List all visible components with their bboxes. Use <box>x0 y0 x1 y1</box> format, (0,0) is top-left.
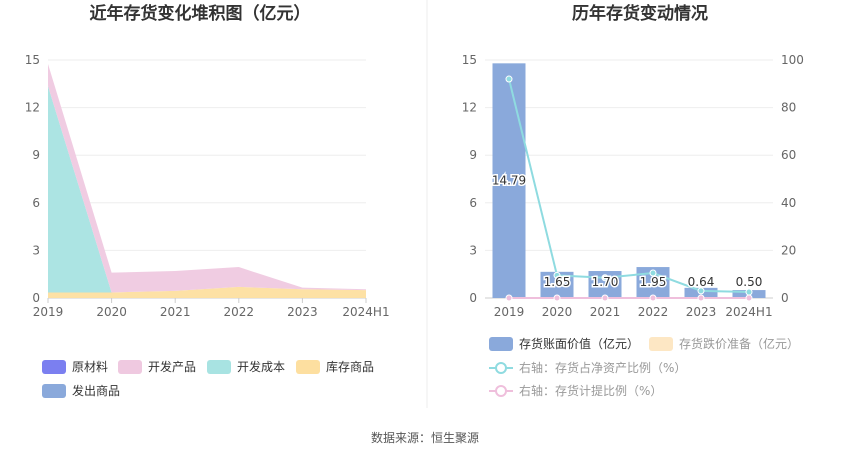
right-y-tick-label: 0 <box>469 291 477 305</box>
left-y-tick-label: 9 <box>32 148 40 162</box>
right-legend-label: 右轴：存货计提比例（%） <box>519 383 662 398</box>
left-y-ticks: 0 3 6 9 12 15 <box>25 53 40 305</box>
left-x-ticks: 2019 2020 2021 2022 2023 2024H1 <box>33 298 390 319</box>
left-y-tick-label: 12 <box>25 101 40 115</box>
right-chart-title: 历年存货变动情况 <box>572 3 708 24</box>
provision-ratio-point <box>601 294 609 302</box>
left-chart-title: 近年存货变化堆积图（亿元） <box>90 3 311 24</box>
right-legend-label: 存货账面价值（亿元） <box>519 336 639 351</box>
provision-ratio-legend-marker <box>495 385 507 397</box>
left-y-tick-label: 6 <box>32 196 40 210</box>
book-value-bar <box>492 63 526 298</box>
left-x-tick-label: 2024H1 <box>342 305 389 319</box>
net-asset-ratio-point <box>505 75 513 83</box>
bar-value-label: 1.95 <box>640 275 667 289</box>
left-legend-swatch <box>118 360 142 374</box>
right-legend-swatch-book-value <box>489 337 513 351</box>
right-lines <box>505 75 753 302</box>
right-y-tick-label: 12 <box>462 101 477 115</box>
left-y-tick-label: 15 <box>25 53 40 67</box>
left-x-tick-label: 2022 <box>224 305 255 319</box>
net-asset-ratio-point <box>553 271 561 279</box>
right-x-tick-label: 2019 <box>494 305 525 319</box>
left-legend-swatch <box>42 384 66 398</box>
right-y-tick-label: 15 <box>462 53 477 67</box>
right-grid <box>485 59 773 299</box>
net-asset-ratio-point <box>601 274 609 282</box>
left-legend-swatch <box>296 360 320 374</box>
data-source-footer: 数据来源：恒生聚源 <box>371 430 479 445</box>
right-y2-tick-label: 20 <box>781 243 796 257</box>
right-y-ticks: 0 3 6 9 12 15 <box>462 53 477 305</box>
bar-value-label: 14.79 <box>492 174 526 188</box>
right-y2-tick-label: 60 <box>781 148 796 162</box>
right-x-tick-label: 2022 <box>638 305 669 319</box>
right-y2-tick-label: 40 <box>781 196 796 210</box>
right-y-tick-label: 9 <box>469 148 477 162</box>
net-asset-ratio-point <box>649 269 657 277</box>
bar-value-label: 0.50 <box>736 275 763 289</box>
right-y-tick-label: 3 <box>469 243 477 257</box>
right-y2-ticks: 0 20 40 60 80 100 <box>781 53 804 305</box>
net-asset-ratio-point <box>745 288 753 296</box>
right-x-tick-label: 2021 <box>590 305 621 319</box>
left-legend-label: 库存商品 <box>326 359 374 374</box>
left-areas <box>48 63 366 298</box>
provision-ratio-point <box>649 294 657 302</box>
left-x-tick-label: 2020 <box>96 305 127 319</box>
left-y-tick-label: 0 <box>32 291 40 305</box>
left-legend-label: 发出商品 <box>72 383 120 398</box>
net-asset-ratio-legend-marker <box>495 362 507 374</box>
left-legend-label: 开发产品 <box>148 359 196 374</box>
right-y2-tick-label: 100 <box>781 53 804 67</box>
right-legend: 存货账面价值（亿元） 存货跌价准备（亿元） 右轴：存货占净资产比例（%） 右轴：存货计… <box>489 336 799 398</box>
right-x-tick-label: 2024H1 <box>725 305 772 319</box>
bar-value-label: 1.65 <box>544 275 571 289</box>
right-x-ticks: 2019 2020 2021 2022 2023 2024H1 <box>494 305 773 319</box>
net-asset-ratio-line <box>508 78 750 294</box>
provision-ratio-point <box>697 294 705 302</box>
bar-value-label: 1.70 <box>592 275 619 289</box>
left-area-series-2 <box>48 86 366 293</box>
provision-ratio-point <box>505 294 513 302</box>
right-y2-tick-label: 0 <box>781 291 789 305</box>
right-y-tick-label: 6 <box>469 196 477 210</box>
left-area-series-3 <box>48 286 366 298</box>
left-legend-swatch <box>42 360 66 374</box>
left-legend-swatch <box>207 360 231 374</box>
left-legend-label: 开发成本 <box>237 359 285 374</box>
provision-ratio-point <box>553 294 561 302</box>
right-data-labels: 14.79 1.65 1.70 1.95 0.64 0.50 <box>490 172 764 290</box>
right-x-tick-label: 2020 <box>542 305 573 319</box>
left-legend-label: 原材料 <box>72 360 108 374</box>
right-legend-label: 存货跌价准备（亿元） <box>679 336 799 351</box>
right-legend-label: 右轴：存货占净资产比例（%） <box>519 360 686 375</box>
right-x-tick-label: 2023 <box>686 305 717 319</box>
right-bar-line-chart: 历年存货变动情况 14.791.65 1.70 1.95 0.64 0.50 03691… <box>462 3 804 398</box>
left-x-tick-label: 2023 <box>287 305 318 319</box>
right-legend-swatch-impairment <box>649 337 673 351</box>
right-y2-tick-label: 80 <box>781 101 796 115</box>
left-x-tick-label: 2019 <box>33 305 64 319</box>
provision-ratio-point <box>745 294 753 302</box>
left-x-tick-label: 2021 <box>160 305 191 319</box>
net-asset-ratio-point <box>697 287 705 295</box>
bar-value-label: 0.64 <box>688 275 715 289</box>
left-y-tick-label: 3 <box>32 243 40 257</box>
